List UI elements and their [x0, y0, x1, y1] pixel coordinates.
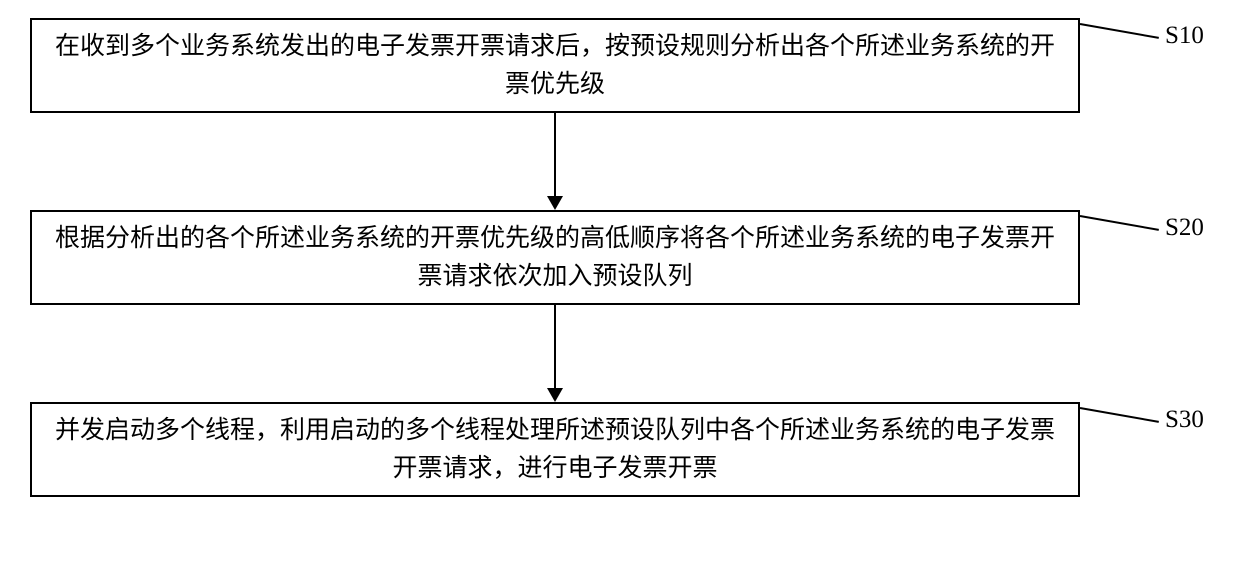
step-label-text: S10 — [1165, 22, 1204, 49]
flow-step-s30: 并发启动多个线程，利用启动的多个线程处理所述预设队列中各个所述业务系统的电子发票… — [30, 402, 1080, 497]
arrow-line-2 — [554, 305, 556, 388]
step-label-s20: S20 — [1165, 214, 1204, 242]
label-connector-2 — [1080, 215, 1159, 231]
label-connector-1 — [1080, 23, 1159, 39]
flow-step-text: 并发启动多个线程，利用启动的多个线程处理所述预设队列中各个所述业务系统的电子发票… — [52, 412, 1058, 487]
flow-step-s20: 根据分析出的各个所述业务系统的开票优先级的高低顺序将各个所述业务系统的电子发票开… — [30, 210, 1080, 305]
arrow-line-1 — [554, 113, 556, 196]
flow-step-text: 根据分析出的各个所述业务系统的开票优先级的高低顺序将各个所述业务系统的电子发票开… — [52, 220, 1058, 295]
step-label-s30: S30 — [1165, 406, 1204, 434]
step-label-text: S30 — [1165, 406, 1204, 433]
step-label-s10: S10 — [1165, 22, 1204, 50]
arrow-head-2 — [547, 388, 563, 402]
step-label-text: S20 — [1165, 214, 1204, 241]
flow-step-s10: 在收到多个业务系统发出的电子发票开票请求后，按预设规则分析出各个所述业务系统的开… — [30, 18, 1080, 113]
arrow-head-1 — [547, 196, 563, 210]
flow-step-text: 在收到多个业务系统发出的电子发票开票请求后，按预设规则分析出各个所述业务系统的开… — [52, 28, 1058, 103]
label-connector-3 — [1080, 407, 1159, 423]
